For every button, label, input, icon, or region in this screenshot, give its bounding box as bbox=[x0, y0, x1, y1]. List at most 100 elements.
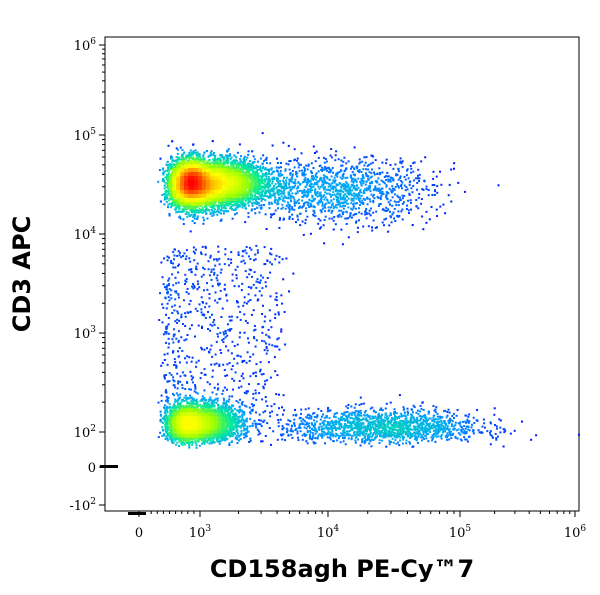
event-dot bbox=[433, 409, 436, 412]
event-dot bbox=[448, 419, 451, 422]
event-dot bbox=[304, 179, 307, 182]
event-dot bbox=[370, 428, 373, 431]
event-dot bbox=[323, 423, 326, 426]
event-dot bbox=[249, 375, 252, 378]
event-dot bbox=[184, 258, 187, 260]
event-dot bbox=[420, 436, 423, 439]
event-dot bbox=[334, 186, 337, 189]
event-dot bbox=[266, 422, 269, 425]
event-dot bbox=[277, 313, 280, 316]
event-dot bbox=[466, 440, 469, 443]
event-dot bbox=[397, 178, 400, 181]
event-dot bbox=[467, 421, 470, 424]
event-dot bbox=[401, 194, 404, 197]
event-dot bbox=[228, 395, 231, 398]
event-dot bbox=[171, 166, 174, 169]
event-dot bbox=[195, 209, 198, 212]
event-dot bbox=[406, 410, 409, 413]
event-dot bbox=[214, 291, 217, 294]
event-dot bbox=[213, 152, 215, 154]
event-dot bbox=[344, 423, 347, 425]
event-dot bbox=[177, 157, 179, 160]
event-dot bbox=[219, 349, 222, 351]
event-dot bbox=[486, 430, 489, 433]
event-dot bbox=[255, 426, 258, 429]
event-dot bbox=[165, 395, 168, 398]
event-dot bbox=[218, 442, 221, 445]
event-dot bbox=[201, 327, 203, 329]
event-dot bbox=[293, 204, 296, 207]
event-dot bbox=[417, 174, 419, 177]
event-dot bbox=[261, 132, 264, 135]
event-dot bbox=[378, 442, 381, 445]
event-dot bbox=[386, 425, 389, 427]
event-dot bbox=[407, 420, 410, 423]
event-dot bbox=[353, 197, 355, 200]
event-dot bbox=[241, 413, 244, 416]
event-dot bbox=[173, 394, 175, 397]
event-dot bbox=[187, 441, 190, 444]
event-dot bbox=[336, 215, 339, 217]
event-dot bbox=[468, 435, 471, 438]
event-dot bbox=[166, 325, 169, 328]
event-dot bbox=[205, 399, 208, 402]
event-dot bbox=[381, 221, 384, 224]
event-dot bbox=[216, 209, 219, 212]
event-dot bbox=[291, 217, 294, 220]
event-dot bbox=[254, 212, 257, 215]
event-dot bbox=[304, 173, 307, 176]
event-dot bbox=[410, 436, 413, 439]
event-dot bbox=[193, 222, 196, 225]
event-dot bbox=[286, 429, 289, 432]
event-dot bbox=[381, 422, 384, 425]
event-dot bbox=[234, 437, 237, 440]
event-dot bbox=[205, 302, 208, 305]
event-dot bbox=[378, 415, 380, 418]
event-dot bbox=[378, 173, 381, 176]
event-dot bbox=[407, 177, 410, 180]
event-dot bbox=[293, 148, 296, 151]
event-dot bbox=[313, 206, 316, 209]
event-dot bbox=[249, 258, 252, 260]
event-dot bbox=[191, 443, 194, 446]
event-dot bbox=[182, 255, 184, 257]
event-dot bbox=[166, 421, 169, 424]
event-dot bbox=[313, 415, 316, 418]
event-dot bbox=[228, 442, 231, 445]
event-dot bbox=[255, 199, 257, 202]
event-dot bbox=[243, 313, 246, 316]
event-dot bbox=[322, 413, 325, 416]
event-dot bbox=[297, 439, 300, 442]
event-dot bbox=[191, 442, 194, 445]
event-dot bbox=[333, 427, 336, 429]
event-dot bbox=[382, 424, 385, 427]
event-dot bbox=[275, 299, 278, 302]
event-dot bbox=[267, 335, 270, 338]
event-dot bbox=[313, 211, 316, 214]
event-dot bbox=[401, 197, 404, 200]
event-dot bbox=[188, 444, 191, 447]
event-dot bbox=[178, 254, 181, 257]
event-dot bbox=[219, 153, 222, 156]
event-dot bbox=[284, 439, 287, 442]
event-dot bbox=[302, 195, 305, 198]
event-dot bbox=[294, 178, 297, 181]
event-dot bbox=[259, 279, 262, 282]
event-dot bbox=[400, 162, 403, 165]
event-dot bbox=[173, 328, 175, 331]
event-dot bbox=[166, 437, 169, 440]
event-dot bbox=[284, 207, 287, 210]
event-dot bbox=[364, 429, 367, 432]
event-dot bbox=[202, 155, 205, 158]
event-dot bbox=[345, 223, 348, 225]
event-dot bbox=[309, 434, 312, 437]
event-dot bbox=[360, 422, 363, 425]
event-dot bbox=[306, 203, 309, 206]
event-dot bbox=[416, 409, 419, 412]
event-dot bbox=[223, 402, 226, 405]
event-dot bbox=[368, 427, 371, 430]
event-dot bbox=[185, 338, 188, 341]
event-dot bbox=[449, 417, 451, 420]
event-dot bbox=[494, 433, 497, 435]
event-dot bbox=[358, 199, 360, 201]
